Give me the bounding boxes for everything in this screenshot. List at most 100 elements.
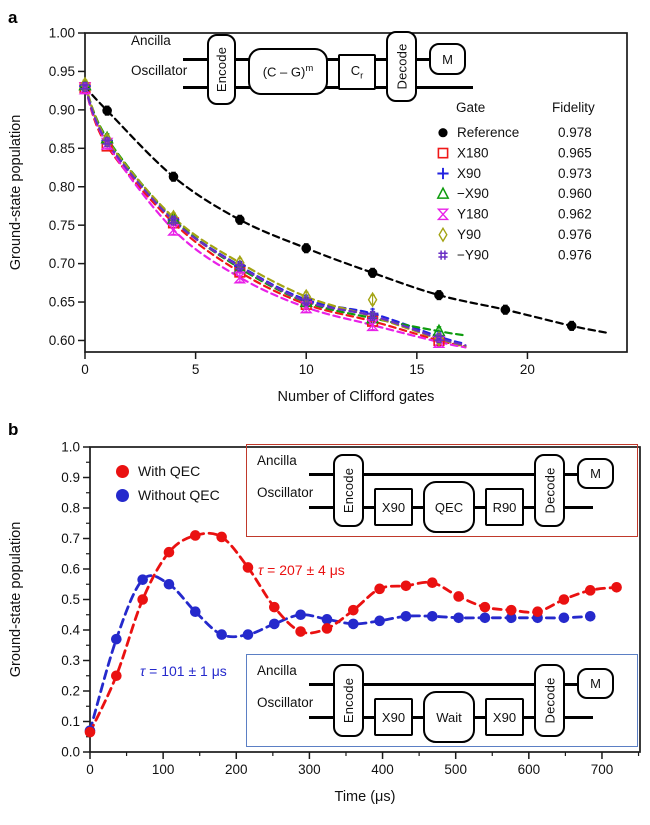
x-tick-label: 10 (299, 362, 314, 377)
y-tick-label: 0.80 (49, 179, 75, 194)
−y90-data-point (80, 82, 90, 92)
y-tick-label: 0.90 (49, 102, 75, 117)
legend-circle-marker (438, 128, 448, 138)
with-qec-data-point (269, 601, 280, 613)
y-tick-label: 0.75 (49, 218, 75, 233)
encode-box: Encode (333, 664, 364, 737)
r90-box: R90 (485, 488, 524, 526)
with-qec-data-point (111, 670, 122, 682)
−y90-fit-curve (83, 85, 467, 347)
legend-gate-name: −X90 (457, 186, 489, 201)
legend-fidelity-value: 0.978 (558, 125, 592, 140)
circuit-inset-wait: Ancilla Oscillator Encode X90 Wait X90 D… (246, 654, 638, 747)
oscillator-label: Oscillator (257, 695, 314, 710)
clifford-gate-box: (C – G)m (248, 48, 328, 95)
reference-data-point (434, 290, 444, 300)
y-tick-label: 1.0 (61, 440, 80, 455)
oscillator-wire (183, 86, 473, 89)
without-qec-data-point (453, 612, 464, 624)
with-qec-data-point (347, 604, 359, 616)
without-qec-marker (116, 488, 129, 502)
y90-data-point (367, 291, 378, 308)
ancilla-label: Ancilla (257, 663, 297, 678)
with-qec-data-point (453, 591, 464, 602)
legend-gate-name: Y180 (457, 207, 489, 222)
reference-data-point (566, 321, 577, 331)
with-qec-data-point (584, 585, 596, 596)
without-qec-data-point (558, 612, 570, 624)
y-tick-label: 0.6 (61, 562, 80, 577)
measure-box: M (577, 458, 614, 489)
y-tick-label: 0.3 (61, 653, 80, 668)
legend-fidelity-value: 0.973 (558, 166, 592, 181)
y-tick-label: 0.70 (49, 256, 75, 271)
with-qec-data-point (505, 604, 517, 616)
ancilla-label: Ancilla (257, 453, 297, 468)
cr-box: Cr (338, 54, 376, 90)
y-tick-label: 1.00 (49, 26, 75, 41)
x90-fit-curve (83, 84, 467, 346)
circuit-inset-a: Ancilla Oscillator Encode (C – G)m Cr De… (125, 27, 485, 112)
legend-gate-name: X180 (457, 145, 489, 160)
y-tick-label: 0.85 (49, 141, 75, 156)
x-tick-label: 100 (152, 762, 175, 777)
reference-data-point (235, 214, 245, 225)
−y90-data-point (168, 215, 179, 226)
encode-box: Encode (333, 454, 364, 527)
x90-box-2: X90 (485, 698, 524, 736)
legend-fidelity-value: 0.962 (558, 207, 592, 222)
with-qec-label: With QEC (138, 463, 201, 479)
y-tick-label: 0.4 (61, 623, 80, 638)
y-axis-title: Ground-state population (8, 522, 24, 678)
y-tick-label: 0.65 (49, 295, 75, 310)
y90-fit-curve (83, 83, 467, 348)
with-qec-data-point (321, 623, 333, 634)
decode-box: Decode (386, 31, 417, 102)
without-qec-data-point (269, 618, 280, 630)
y-tick-label: 0.0 (61, 745, 80, 760)
y180-fit-curve (83, 87, 467, 349)
y-tick-label: 0.1 (61, 714, 80, 729)
y-tick-label: 0.60 (49, 333, 75, 348)
reference-data-point (500, 304, 511, 315)
wait-box: Wait (423, 691, 475, 743)
with-qec-data-point (216, 531, 227, 543)
reference-data-point (301, 243, 312, 254)
legend-fidelity-value: 0.976 (558, 247, 592, 262)
−y90-data-point (235, 261, 245, 272)
panel-b-label: b (8, 420, 19, 439)
x-tick-label: 0 (81, 362, 89, 377)
y180-data-point (233, 271, 247, 284)
with-qec-data-point (479, 601, 491, 613)
y-tick-label: 0.9 (61, 470, 80, 485)
legend-gate-name: X90 (457, 166, 481, 181)
legend-diamond-marker (438, 226, 448, 243)
decode-box: Decode (534, 454, 565, 527)
x180-fit-curve (83, 86, 467, 348)
x-axis-title: Time (μs) (335, 789, 396, 805)
y-tick-label: 0.2 (61, 684, 80, 699)
legend-hourglass-marker (436, 208, 450, 221)
−x90-fit-curve (83, 84, 467, 337)
legend-header-gate: Gate (456, 100, 485, 115)
circuit-inset-qec: Ancilla Oscillator Encode X90 QEC R90 De… (246, 444, 638, 537)
oscillator-label: Oscillator (131, 63, 188, 78)
reference-data-point (102, 105, 112, 116)
legend-hash-marker (438, 250, 448, 260)
with-qec-data-point (400, 580, 412, 592)
with-qec-data-point (426, 577, 438, 589)
legend-fidelity-value: 0.960 (558, 186, 592, 201)
without-qec-data-point (163, 578, 175, 590)
y-tick-label: 0.7 (61, 531, 80, 546)
−y90-data-point (301, 296, 312, 307)
encode-box: Encode (207, 34, 236, 105)
−y90-data-point (367, 311, 378, 321)
x-tick-label: 300 (298, 762, 321, 777)
legend-triangle-marker (436, 186, 450, 199)
reference-data-point (367, 268, 378, 278)
without-qec-data-point (479, 612, 491, 624)
x-tick-label: 20 (520, 362, 535, 377)
panel-a-label: a (8, 8, 18, 27)
with-qec-data-point (137, 594, 148, 605)
